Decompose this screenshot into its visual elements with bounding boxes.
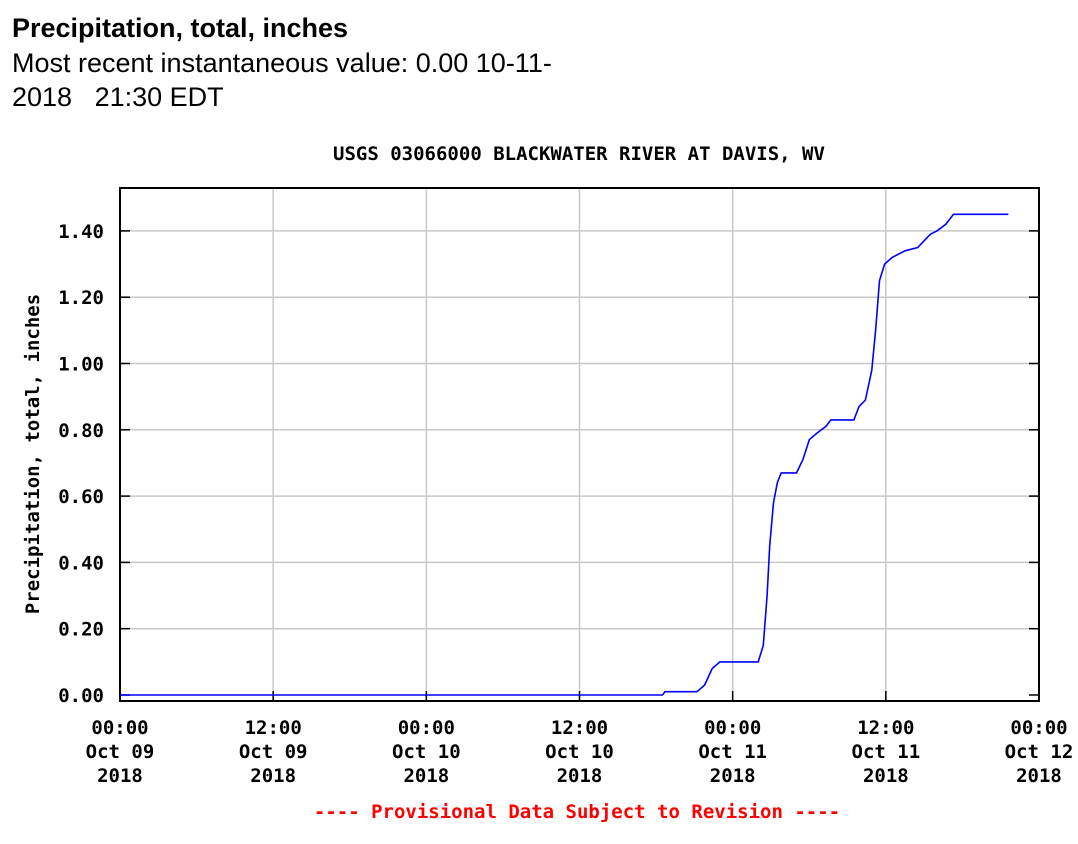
x-tick-label: Oct 10 bbox=[392, 741, 461, 763]
x-tick-label: 12:00 bbox=[857, 717, 914, 739]
x-tick-label: 2018 bbox=[710, 765, 756, 787]
y-tick-label: 0.20 bbox=[58, 619, 104, 641]
x-tick-label: Oct 10 bbox=[545, 741, 614, 763]
x-tick-label: Oct 09 bbox=[239, 741, 308, 763]
y-axis-label: Precipitation, total, inches bbox=[22, 294, 44, 614]
x-tick-label: 00:00 bbox=[91, 717, 148, 739]
y-tick-label: 1.20 bbox=[58, 287, 104, 309]
x-tick-label: 00:00 bbox=[1010, 717, 1067, 739]
parameter-title: Precipitation, total, inches bbox=[12, 13, 349, 43]
page-header: Precipitation, total, inches Most recent… bbox=[12, 10, 632, 114]
y-tick-label: 0.00 bbox=[58, 685, 104, 707]
y-tick-label: 1.40 bbox=[58, 221, 104, 243]
x-tick-label: Oct 09 bbox=[86, 741, 155, 763]
y-tick-label: 0.40 bbox=[58, 552, 104, 574]
x-tick-label: Oct 11 bbox=[852, 741, 921, 763]
x-tick-label: 2018 bbox=[250, 765, 296, 787]
y-tick-label: 0.80 bbox=[58, 420, 104, 442]
x-tick-label: 2018 bbox=[863, 765, 909, 787]
x-tick-label: 12:00 bbox=[245, 717, 302, 739]
provisional-note: ---- Provisional Data Subject to Revisio… bbox=[314, 801, 840, 823]
x-tick-label: Oct 11 bbox=[698, 741, 767, 763]
chart-title: USGS 03066000 BLACKWATER RIVER AT DAVIS,… bbox=[333, 143, 825, 165]
y-axis: 0.00 0.20 0.40 0.60 0.80 1.00 1.20 1.40 bbox=[58, 221, 1039, 707]
y-tick-label: 1.00 bbox=[58, 354, 104, 376]
x-tick-label: 00:00 bbox=[704, 717, 761, 739]
x-tick-label: 2018 bbox=[403, 765, 449, 787]
x-tick-label: 2018 bbox=[1016, 765, 1062, 787]
x-tick-label: 12:00 bbox=[551, 717, 608, 739]
x-tick-label: 00:00 bbox=[398, 717, 455, 739]
x-tick-label: Oct 12 bbox=[1005, 741, 1074, 763]
grid-lines bbox=[120, 188, 1039, 701]
precipitation-series-line bbox=[120, 213, 1009, 696]
series-group bbox=[120, 213, 1009, 696]
x-tick-label: 2018 bbox=[557, 765, 603, 787]
x-tick-label: 2018 bbox=[97, 765, 143, 787]
recent-value-line-1: Most recent instantaneous value: 0.00 10… bbox=[12, 48, 552, 78]
recent-value-line-2: 2018 21:30 EDT bbox=[12, 82, 224, 112]
y-tick-label: 0.60 bbox=[58, 486, 104, 508]
